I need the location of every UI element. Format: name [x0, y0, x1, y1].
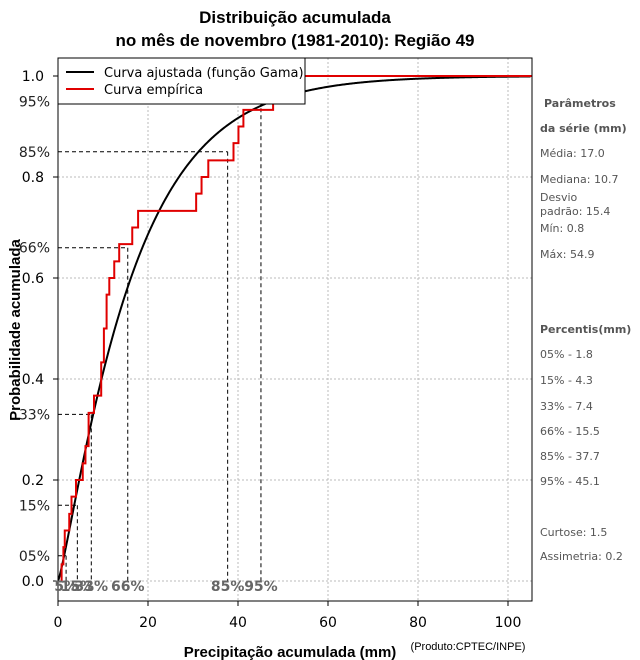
perc-15: 15% - 4.3 [540, 374, 593, 387]
y-percentile-label: 33% [19, 407, 50, 423]
x-percentile-labels: 5%15%33% 66% 85% 95% [54, 579, 277, 595]
stat-max: Máx: 54.9 [540, 248, 594, 261]
legend-label-fitted: Curva ajustada (função Gama) [104, 66, 304, 81]
percentis-heading: Percentis(mm) [540, 323, 631, 336]
x-percentile-label: 85% [211, 579, 245, 595]
x-tick-label: 100 [495, 615, 522, 631]
y-percentile-label: 05% [19, 549, 50, 565]
stat-desvio-1: Desvio [540, 191, 578, 204]
x-percentile-label: 95% [244, 579, 278, 595]
y-tick-label: 1.0 [22, 69, 44, 85]
params-heading-2: da série (mm) [540, 122, 627, 135]
y-axis-ticks: 0.0 0.2 0.4 0.6 0.8 1.0 [22, 69, 58, 590]
y-percentile-label: 95% [19, 94, 50, 110]
x-tick-label: 0 [54, 615, 63, 631]
y-tick-label: 0.4 [22, 372, 44, 388]
perc-05: 05% - 1.8 [540, 348, 593, 361]
legend-label-empirical: Curva empírica [104, 83, 203, 98]
x-percentile-label: 5% [54, 579, 78, 595]
perc-66: 66% - 15.5 [540, 425, 600, 438]
x-tick-label: 40 [229, 615, 247, 631]
legend: Curva ajustada (função Gama) Curva empír… [57, 57, 306, 105]
y-tick-label: 0.6 [22, 271, 44, 287]
chart-title: Distribuição acumulada [199, 8, 391, 27]
y-tick-label: 0.2 [22, 473, 44, 489]
y-percentile-label: 66% [19, 241, 50, 257]
y-percentile-labels: 05% 15% 33% 66% 85% 95% [19, 94, 50, 565]
chart-subtitle: no mês de novembro (1981-2010): Região 4… [115, 31, 474, 50]
x-axis-label: Precipitação acumulada (mm) [184, 644, 397, 660]
credit-text: (Produto:CPTEC/INPE) [411, 641, 526, 653]
stat-media: Média: 17.0 [540, 147, 605, 160]
stat-curtose: Curtose: 1.5 [540, 526, 607, 539]
x-tick-label: 20 [139, 615, 157, 631]
empirical-step-curve [60, 75, 532, 581]
x-tick-label: 80 [409, 615, 427, 631]
stat-desvio-2: padrão: 15.4 [540, 205, 610, 218]
y-percentile-label: 15% [19, 498, 50, 514]
perc-85: 85% - 37.7 [540, 450, 600, 463]
x-percentile-label: 33% [75, 579, 109, 595]
x-tick-label: 60 [319, 615, 337, 631]
params-heading-1: Parâmetros [544, 97, 616, 110]
perc-33: 33% - 7.4 [540, 400, 593, 413]
stat-mediana: Mediana: 10.7 [540, 173, 618, 186]
stat-assimetria: Assimetria: 0.2 [540, 550, 623, 563]
x-axis-ticks: 0 20 40 60 80 100 [54, 601, 522, 631]
y-tick-label: 0.0 [22, 574, 44, 590]
y-tick-label: 0.8 [22, 170, 44, 186]
y-percentile-label: 85% [19, 145, 50, 161]
perc-95: 95% - 45.1 [540, 475, 600, 488]
x-percentile-label: 66% [111, 579, 145, 595]
y-axis-label: Probabilidade acumulada [7, 238, 24, 420]
legend-box [57, 57, 306, 105]
x-percentile-label: 15% [61, 579, 95, 595]
side-panel: Parâmetros da série (mm) Média: 17.0 Med… [540, 97, 631, 563]
stat-min: Mín: 0.8 [540, 222, 584, 235]
